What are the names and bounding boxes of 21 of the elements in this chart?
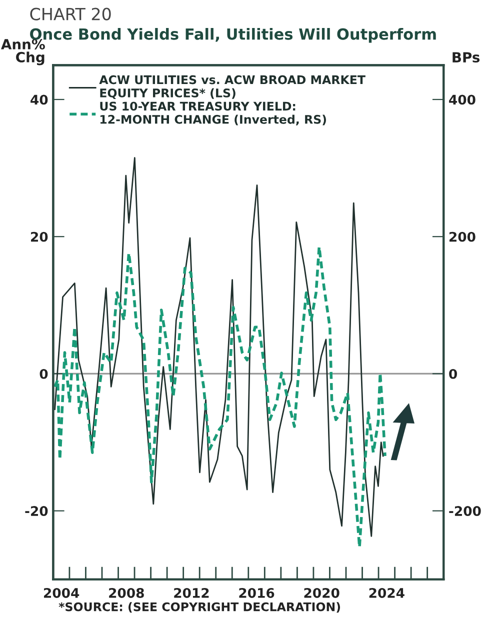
y2-axis-title: BPs: [452, 52, 480, 63]
x-tick-label: 2012: [174, 588, 209, 598]
y2-tick-label: -200: [449, 506, 481, 516]
x-tick-label: 2008: [109, 588, 144, 598]
text: *SOURCE: (SEE COPYRIGHT DECLARATION): [58, 602, 340, 613]
y-tick-label: 40: [30, 94, 48, 105]
line-series: [53, 245, 386, 549]
line-series: [54, 157, 384, 537]
x-tick-label: 2020: [304, 588, 340, 598]
y2-tick-label: 400: [449, 94, 476, 105]
legend-label: US 10-YEAR TREASURY YIELD: 12-MONTH CHANGE (Inverted, RS): [100, 102, 326, 126]
legend-label: ACW UTILITIES vs. ACW BROAD MARKET EQUITY PRICES* (LS): [99, 75, 366, 99]
x-tick-label: 2024: [369, 588, 404, 598]
y2-tick-label: 0: [449, 368, 458, 379]
y2-tick-label: 200: [449, 232, 476, 242]
y-tick-label: -20: [25, 506, 48, 516]
y-tick-label: 20: [31, 232, 48, 242]
x-tick-label: 2016: [239, 588, 274, 598]
y-tick-label: 0: [40, 368, 48, 379]
chart-subtitle: CHART 20: [30, 8, 111, 20]
x-tick-label: 2004: [44, 588, 80, 598]
